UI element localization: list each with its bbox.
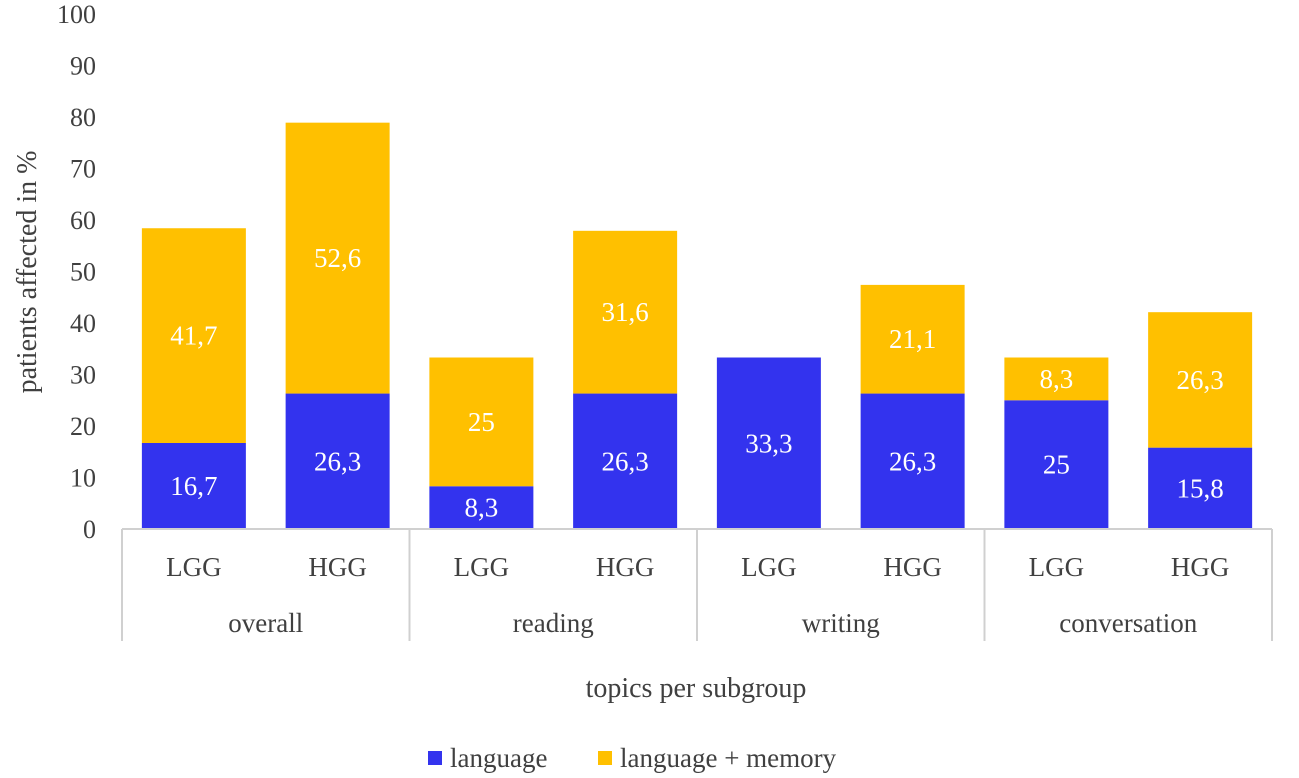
y-axis-title: patients affected in % bbox=[12, 151, 43, 394]
data-label: 52,6 bbox=[314, 243, 361, 273]
legend-swatch bbox=[428, 751, 442, 765]
category-label: HGG bbox=[596, 552, 655, 582]
bar-segment-language-memory bbox=[1004, 357, 1109, 401]
group-label: writing bbox=[802, 608, 880, 638]
data-label: 25 bbox=[1043, 450, 1070, 480]
category-label: LGG bbox=[166, 552, 222, 582]
group-labels: overall reading writing conversation bbox=[228, 608, 1197, 638]
y-tick-label: 90 bbox=[70, 52, 96, 81]
group-label: conversation bbox=[1059, 608, 1197, 638]
group-label: reading bbox=[513, 608, 594, 638]
bar-segment-language bbox=[860, 393, 965, 529]
legend-swatch bbox=[598, 751, 612, 765]
bar-segment-language-memory bbox=[1148, 312, 1253, 448]
data-label: 8,3 bbox=[465, 493, 499, 523]
data-label: 26,3 bbox=[314, 446, 361, 476]
y-tick-label: 20 bbox=[70, 412, 96, 441]
bar-segment-language bbox=[141, 442, 246, 529]
bar-segment-language-memory bbox=[285, 122, 390, 394]
data-label: 26,3 bbox=[1177, 365, 1224, 395]
data-label: 8,3 bbox=[1040, 364, 1074, 394]
bar-segment-language-memory bbox=[429, 357, 534, 487]
group-label: overall bbox=[228, 608, 303, 638]
y-tick-label: 80 bbox=[70, 103, 96, 132]
data-label: 31,6 bbox=[602, 297, 649, 327]
legend-label: language bbox=[450, 743, 547, 773]
y-tick-label: 60 bbox=[70, 206, 96, 235]
category-labels: LGG HGG LGG HGG LGG HGG LGG HGG bbox=[166, 552, 1229, 582]
bar-segment-language bbox=[429, 486, 534, 529]
category-label: HGG bbox=[883, 552, 942, 582]
bar-segment-language-memory bbox=[860, 284, 965, 394]
y-tick-label: 40 bbox=[70, 309, 96, 338]
data-label: 41,7 bbox=[170, 321, 217, 351]
y-tick-label: 0 bbox=[83, 515, 96, 544]
legend-label: language + memory bbox=[620, 743, 837, 773]
data-label: 16,7 bbox=[170, 471, 217, 501]
bar-segment-language-memory bbox=[573, 230, 678, 394]
data-label: 26,3 bbox=[889, 446, 936, 476]
bar-segment-language bbox=[573, 393, 678, 529]
bars: 16,7 41,7 26,3 52,6 8,3 25 26,3 31,6 33,3 26,3 21,… bbox=[141, 122, 1253, 529]
y-tick-label: 30 bbox=[70, 361, 96, 390]
bar-segment-language bbox=[716, 357, 821, 529]
bar-segment-language-memory bbox=[141, 228, 246, 443]
data-label: 15,8 bbox=[1177, 473, 1224, 503]
y-tick-label: 70 bbox=[70, 155, 96, 184]
x-axis-title: topics per subgroup bbox=[586, 673, 807, 704]
data-label: 26,3 bbox=[602, 446, 649, 476]
data-label: 21,1 bbox=[889, 324, 936, 354]
data-label: 33,3 bbox=[745, 428, 792, 458]
y-axis-ticks: 0 10 20 30 40 50 60 70 80 90 100 bbox=[57, 0, 96, 544]
y-tick-label: 100 bbox=[57, 0, 96, 29]
legend: language language + memory bbox=[428, 743, 837, 773]
category-label: HGG bbox=[1171, 552, 1230, 582]
bar-segment-language bbox=[1004, 400, 1109, 529]
x-axis-lines bbox=[121, 528, 1273, 641]
category-label: LGG bbox=[741, 552, 797, 582]
bar-segment-language bbox=[1148, 447, 1253, 529]
data-label: 25 bbox=[468, 407, 495, 437]
category-label: LGG bbox=[454, 552, 510, 582]
category-label: HGG bbox=[308, 552, 367, 582]
y-tick-label: 50 bbox=[70, 258, 96, 287]
bar-segment-language bbox=[285, 393, 390, 529]
category-label: LGG bbox=[1029, 552, 1085, 582]
y-tick-label: 10 bbox=[70, 464, 96, 493]
